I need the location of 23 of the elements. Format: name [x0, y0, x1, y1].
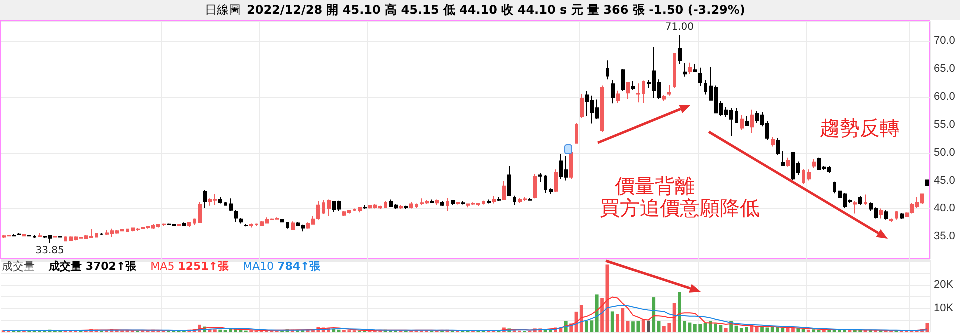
- y-tick-label: 35.0: [934, 230, 956, 243]
- annotation: 33.85: [36, 246, 64, 257]
- annotation: 價量背離: [615, 174, 695, 198]
- y-tick-label: 20K: [934, 278, 954, 291]
- y-tick-label: 45.0: [934, 174, 956, 187]
- y-tick-label: 55.0: [934, 118, 956, 131]
- text: MA10: [243, 260, 274, 273]
- y-tick-label: 65.0: [934, 63, 956, 76]
- y-tick-label: 40.0: [934, 202, 956, 215]
- annotation: 1251↑張: [178, 260, 230, 273]
- y-tick-label: 60.0: [934, 90, 956, 103]
- annotation: 趨勢反轉: [820, 116, 900, 140]
- chart-title: 日線圖: [205, 3, 241, 17]
- annotation: 成交量 3702↑張: [49, 260, 137, 273]
- annotation: 買方追價意願降低: [600, 196, 760, 220]
- annotation: 784↑張: [278, 260, 321, 273]
- y-tick-label: 70.0: [934, 35, 956, 48]
- text: MA5: [150, 260, 175, 273]
- chart-subtitle: 2022/12/28 開 45.10 高 45.15 低 44.10 收 44.10 s 元 量 366 張 -1.50 (-3.29%): [247, 3, 746, 17]
- y-tick-label: 10K: [934, 302, 954, 314]
- y-axis-title: 成交量: [2, 260, 35, 273]
- y-tick-label: 50.0: [934, 146, 956, 159]
- annotation: 71.00: [665, 22, 694, 34]
